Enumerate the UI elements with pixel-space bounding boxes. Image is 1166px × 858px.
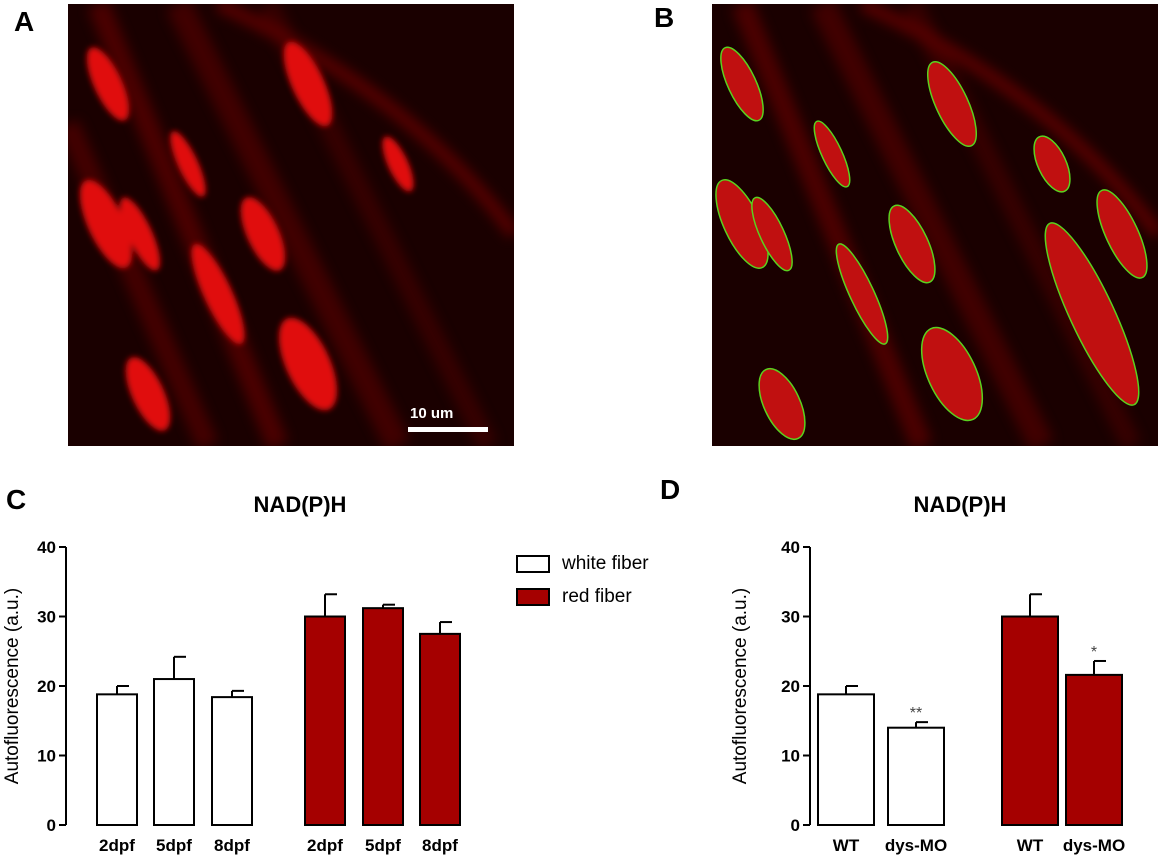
scale-bar-label: 10 um [410,405,453,422]
y-axis-label: Autofluorescence (a.u.) [2,588,23,784]
micrograph-a: 10 um [68,4,514,446]
panel-letter-d: D [660,474,681,505]
bar [96,693,138,826]
bar [817,693,875,826]
legend-swatch-white [516,555,550,573]
scale-bar [408,427,488,432]
bar [1065,673,1123,826]
x-tick-label: WT [833,836,860,855]
x-tick-label: 5dpf [365,836,401,855]
bar [153,678,195,826]
x-tick-label: 8dpf [422,836,458,855]
legend: white fiber red fiber [516,553,676,613]
bar [419,632,461,826]
x-tick-label: 8dpf [214,836,250,855]
y-tick-label: 10 [781,747,800,766]
y-tick-label: 20 [781,677,800,696]
mitochondria-clusters-a [79,41,414,431]
x-tick-label: dys-MO [1063,836,1125,855]
chart-d: Autofluorescence (a.u.) 0 10 20 30 40 WT dys-MO… [730,538,1125,855]
bar [1001,615,1059,826]
chart-c: Autofluorescence (a.u.) 0 10 20 30 40 2dpf 5dpf… [2,538,461,855]
x-tick-label: 2dpf [99,836,135,855]
bar [887,726,945,826]
x-tick-label: dys-MO [885,836,947,855]
panel-letter-a: A [14,6,35,37]
x-tick-label: WT [1017,836,1044,855]
y-tick-label: 10 [37,747,56,766]
y-tick-label: 0 [47,816,56,835]
legend-label-white: white fiber [562,553,649,574]
y-tick-label: 40 [781,538,800,557]
x-tick-label: 5dpf [156,836,192,855]
y-tick-label: 30 [781,608,800,627]
panel-letter-b: B [654,2,675,33]
chart-c-title: NAD(P)H [253,492,347,517]
micrograph-b [712,4,1158,446]
significance-mark: * [1091,644,1097,661]
segmented-regions-b [715,46,1148,441]
y-tick-label: 40 [37,538,56,557]
bar [211,696,253,826]
y-axis-label: Autofluorescence (a.u.) [730,588,751,784]
legend-swatch-red [516,588,550,606]
legend-label-red: red fiber [562,586,632,607]
significance-mark: ** [910,705,922,722]
bar [362,607,404,826]
x-tick-label: 2dpf [307,836,343,855]
panel-letter-c: C [6,484,27,515]
chart-d-title: NAD(P)H [913,492,1007,517]
y-tick-label: 20 [37,677,56,696]
bar [304,615,346,826]
y-tick-label: 0 [791,816,800,835]
y-tick-label: 30 [37,608,56,627]
